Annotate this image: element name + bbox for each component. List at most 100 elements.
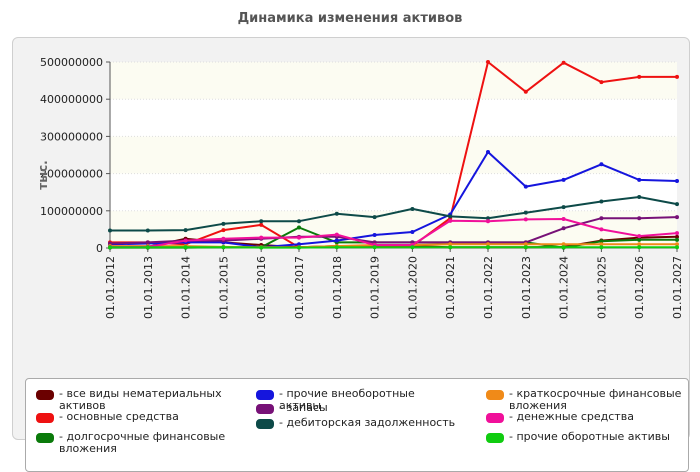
legend-item: - все виды нематериальных активов [36,388,239,412]
legend-swatch [36,390,54,400]
data-point [599,200,603,204]
data-point [486,60,490,64]
y-axis-label: тыс. [36,160,50,189]
data-point [335,212,339,216]
data-point [259,236,263,240]
plot-band [110,62,677,99]
data-point [486,219,490,223]
data-point [599,227,603,231]
data-point [637,178,641,182]
legend-label: - денежные средства [509,411,689,423]
x-tick-label: 01.01.2013 [142,256,155,319]
data-point [448,219,452,223]
legend-label: - дебиторская задолженность [279,417,459,429]
data-point [675,245,679,249]
legend-swatch [486,413,504,423]
data-point [146,229,150,233]
data-point [184,228,188,232]
legend-item: - основные средства [36,411,239,423]
legend-item: - денежные средства [486,411,689,423]
data-point [675,215,679,219]
x-tick-label: 01.01.2018 [331,256,344,319]
data-point [335,239,339,243]
data-point [637,234,641,238]
x-tick-label: 01.01.2017 [293,256,306,319]
data-point [562,226,566,230]
data-point [221,237,225,241]
data-point [637,245,641,249]
data-point [599,245,603,249]
legend-item: - краткосрочные финансовые вложения [486,388,689,412]
y-tick-label: 300000000 [40,130,103,143]
data-point [410,207,414,211]
data-point [297,246,301,250]
x-tick-label: 01.01.2022 [482,256,495,319]
data-point [410,230,414,234]
data-point [637,216,641,220]
data-point [108,229,112,233]
data-point [221,245,225,249]
legend-swatch [256,419,274,429]
legend-item: - прочие оборотные активы [486,431,689,443]
data-point [637,238,641,242]
legend: - все виды нематериальных активов- основ… [25,378,689,472]
data-point [410,245,414,249]
x-tick-label: 01.01.2016 [255,256,268,319]
data-point [373,215,377,219]
y-tick-label: 500000000 [40,56,103,69]
chart-title: Динамика изменения активов [0,11,700,26]
data-point [448,214,452,218]
legend-label: - краткосрочные финансовые вложения [509,388,689,412]
data-point [524,185,528,189]
data-point [486,150,490,154]
data-point [675,179,679,183]
legend-label: - долгосрочные финансовые вложения [59,431,239,455]
x-tick-label: 01.01.2014 [180,256,193,319]
data-point [297,226,301,230]
legend-swatch [486,433,504,443]
legend-label: - запасы [279,402,459,414]
data-point [373,245,377,249]
legend-label: - прочие оборотные активы [509,431,689,443]
data-point [259,223,263,227]
legend-swatch [36,433,54,443]
x-tick-label: 01.01.2020 [406,256,419,319]
data-point [146,240,150,244]
data-point [297,236,301,240]
x-tick-label: 01.01.2025 [595,256,608,319]
x-tick-label: 01.01.2012 [104,256,117,319]
data-point [524,217,528,221]
legend-swatch [256,404,274,414]
data-point [599,216,603,220]
x-tick-label: 01.01.2026 [633,256,646,319]
legend-label: - основные средства [59,411,239,423]
data-point [524,90,528,94]
chart-svg: 5000000004000000003000000002000000001000… [13,38,689,368]
data-point [373,233,377,237]
legend-swatch [486,390,504,400]
data-point [108,245,112,249]
data-point [637,195,641,199]
data-point [184,239,188,243]
data-point [524,211,528,215]
legend-swatch [256,390,274,400]
x-tick-label: 01.01.2021 [444,256,457,319]
data-point [259,246,263,250]
x-tick-label: 01.01.2015 [217,256,230,319]
legend-item: - дебиторская задолженность [256,417,459,429]
data-point [675,231,679,235]
y-tick-label: 0 [96,242,103,255]
data-point [675,238,679,242]
data-point [146,245,150,249]
data-point [486,245,490,249]
data-point [221,228,225,232]
data-point [562,178,566,182]
x-tick-label: 01.01.2024 [558,256,571,319]
x-tick-label: 01.01.2027 [671,256,684,319]
data-point [562,61,566,65]
data-point [259,219,263,223]
legend-swatch [36,413,54,423]
x-tick-label: 01.01.2019 [369,256,382,319]
data-point [637,75,641,79]
